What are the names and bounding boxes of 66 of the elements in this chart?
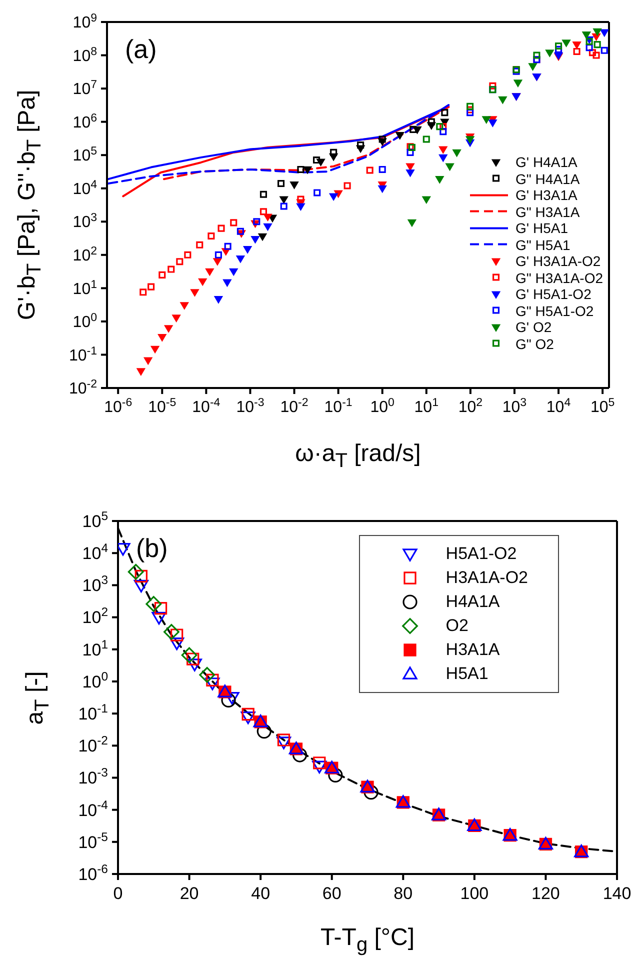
x-tick-label: 10$^{5}$ [590,397,615,416]
y-tick-label: 10$^{-1}$ [68,345,97,364]
legend-label: G' H4A1A [516,154,578,170]
legend-label: H3A1A-O2 [446,568,528,588]
y-tick-label: 10$^{7}$ [72,79,97,98]
x-tick-label: 100 [460,884,489,903]
y-tick-label: 10$^{1}$ [82,637,108,660]
x-tick-label: 20 [180,884,199,903]
legend-label: H5A1 [446,664,488,684]
x-tick-label: 10$^{2}$ [458,397,483,416]
x-tick-label: 10$^{-2}$ [280,397,308,416]
legend-label: G' H3A1A [516,187,578,203]
legend-label: G' O2 [516,319,552,335]
y-tick-label: 10$^{3}$ [72,212,97,232]
x-tick-label: 10$^{-3}$ [236,397,264,416]
x-tick-label: 10$^{-1}$ [324,397,352,416]
y-tick-label: 10$^{-5}$ [78,830,108,852]
x-tick-label: 10$^{4}$ [546,397,572,416]
x-tick-label: 10$^{0}$ [370,397,394,416]
annotation: (b) [136,533,168,564]
y-tick-label: 10$^{-3}$ [78,766,108,788]
x-tick-label: 10$^{1}$ [414,397,438,416]
y-tick-label: 10$^{5}$ [72,146,97,165]
legend-label: G" H4A1A [516,170,580,186]
y-tick-label: 10$^{9}$ [72,12,97,32]
legend-label: O2 [446,616,468,636]
x-tick-label: 60 [322,884,342,903]
legend-label: H4A1A [446,592,500,612]
y-tick-label: 10$^{1}$ [72,278,97,298]
y-tick-label: 10$^{-6}$ [78,862,108,884]
legend-label: G" H3A1A-O2 [516,270,603,286]
x-tick-label: 10$^{-5}$ [148,397,176,416]
y-tick-label: 10$^{3}$ [82,573,108,596]
legend-label: G' H3A1A-O2 [516,253,601,269]
y-tick-label: 10$^{-2}$ [78,734,108,756]
x-tick-label: 10$^{-6}$ [104,397,132,416]
x-tick-label: 120 [532,884,560,903]
x-tick-label: 0 [113,884,123,903]
y-tick-label: 10$^{2}$ [82,605,108,628]
y-tick-label: 10$^{0}$ [82,669,108,692]
y-tick-label: 10$^{5}$ [82,508,108,531]
y-tick-label: 10$^{-2}$ [68,378,97,398]
x-tick-label: 40 [251,884,270,903]
x-tick-label: 10$^{-4}$ [192,397,221,416]
annotation: (a) [125,34,157,65]
x-tick-label: 80 [394,884,413,903]
x-axis-title: T-T$_{g}$ [°C] [320,924,415,957]
y-tick-label: 10$^{0}$ [72,312,97,332]
legend-label: G' H5A1-O2 [516,286,592,302]
legend-label: H5A1-O2 [446,544,517,564]
legend-label: G" O2 [516,336,554,352]
legend-label: H3A1A [446,640,500,660]
y-tick-label: 10$^{4}$ [72,178,98,198]
y-tick-label: 10$^{4}$ [82,541,108,564]
legend-label: G" H5A1 [516,236,570,252]
legend-label: G" H3A1A [516,204,580,220]
y-tick-label: 10$^{2}$ [72,246,97,265]
legend-label: G" H5A1-O2 [516,302,594,318]
legend-label: G' H5A1 [516,220,568,236]
x-axis-title: ω·a$_{T}$ [rad/s] [295,440,421,473]
y-tick-label: 10$^{8}$ [72,46,97,65]
x-tick-label: 140 [602,884,632,903]
y-tick-label: 10$^{6}$ [72,112,97,132]
y-tick-label: 10$^{-4}$ [78,798,108,820]
y-tick-label: 10$^{-1}$ [78,701,108,724]
x-tick-label: 10$^{3}$ [502,397,527,416]
